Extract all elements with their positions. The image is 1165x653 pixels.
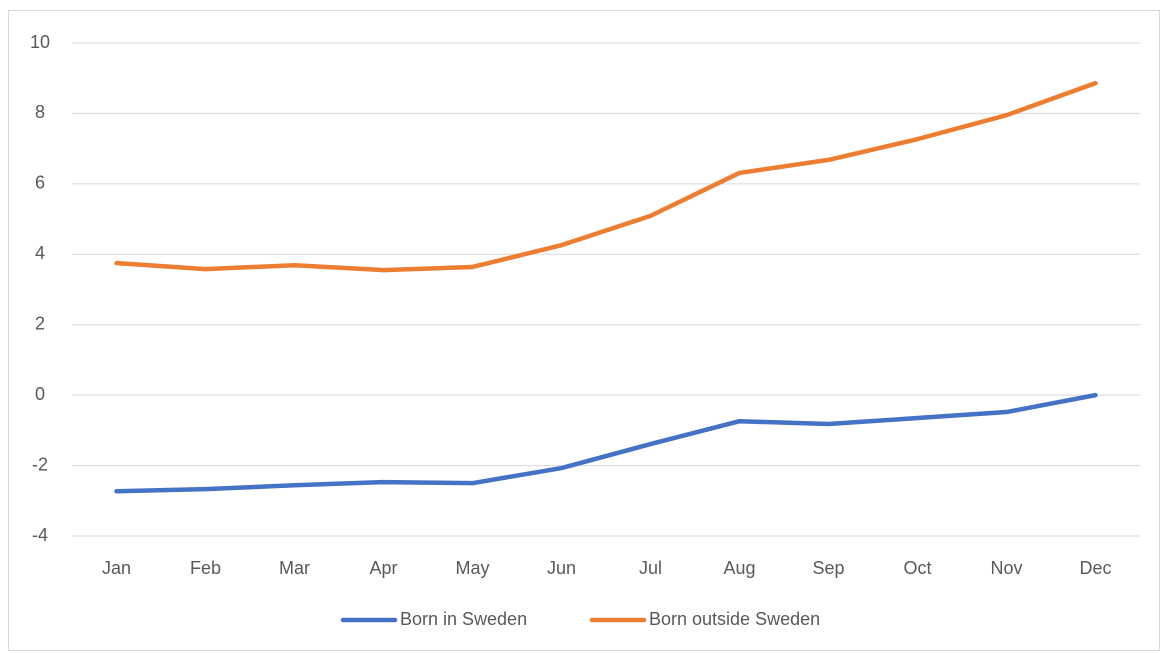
y-tick-label: 10 [30, 32, 50, 52]
x-tick-label: Dec [1079, 558, 1111, 578]
y-tick-label: 8 [35, 102, 45, 122]
x-tick-label: Mar [279, 558, 310, 578]
y-tick-label: -2 [32, 454, 48, 474]
x-tick-label: Jan [102, 558, 131, 578]
legend-label: Born in Sweden [400, 609, 527, 629]
x-tick-label: Sep [812, 558, 844, 578]
x-tick-label: Nov [990, 558, 1022, 578]
legend-label: Born outside Sweden [649, 609, 820, 629]
y-tick-label: 0 [35, 384, 45, 404]
line-series [114, 80, 1098, 273]
x-tick-label: Jul [639, 558, 662, 578]
x-tick-label: Aug [723, 558, 755, 578]
y-tick-label: -4 [32, 525, 48, 545]
x-tick-label: Apr [369, 558, 397, 578]
x-tick-label: Oct [903, 558, 931, 578]
chart-border [8, 10, 1160, 651]
x-tick-label: Feb [190, 558, 221, 578]
y-tick-label: 4 [35, 243, 45, 263]
line-series [114, 392, 1098, 494]
y-tick-label: 6 [35, 173, 45, 193]
x-tick-label: May [455, 558, 489, 578]
y-tick-label: 2 [35, 313, 45, 333]
x-tick-label: Jun [547, 558, 576, 578]
